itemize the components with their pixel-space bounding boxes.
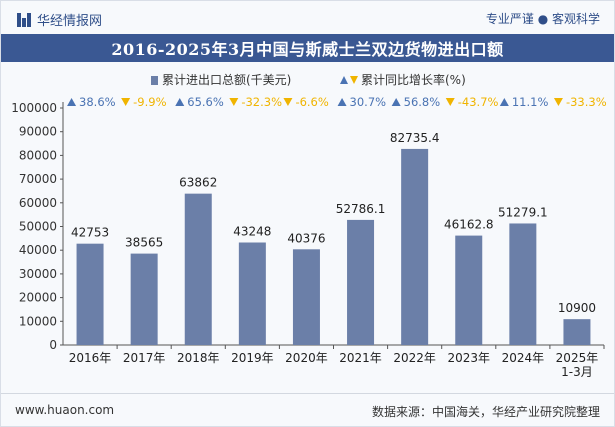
brand-logo: 华经情报网 bbox=[17, 10, 102, 29]
y-tick-label: 60000 bbox=[19, 196, 57, 210]
x-tick-label: 2017年 bbox=[123, 351, 166, 365]
legend-swatch-total bbox=[151, 76, 158, 85]
y-tick-label: 70000 bbox=[19, 172, 57, 186]
growth-up-triangle-icon bbox=[175, 98, 185, 106]
x-tick-label: 2019年 bbox=[231, 351, 274, 365]
data-source: 数据来源：中国海关，华经产业研究院整理 bbox=[371, 405, 600, 419]
growth-down-triangle-icon bbox=[229, 98, 239, 106]
bar bbox=[76, 243, 104, 345]
bar bbox=[238, 242, 266, 345]
growth-down-triangle-icon bbox=[553, 98, 563, 106]
brand-tagline: 专业严谨 ● 客观科学 bbox=[485, 12, 600, 26]
bar bbox=[130, 253, 158, 345]
bar-chart: 累计进出口总额(千美元) 累计同比增长率(%) 0 10000 20000 30000 40… bbox=[11, 72, 607, 379]
x-tick-label: 2018年 bbox=[177, 351, 220, 365]
bar-value-label: 10900 bbox=[558, 301, 596, 315]
footer-divider bbox=[1, 393, 614, 394]
growth-rate-label: -33.3% bbox=[566, 95, 607, 109]
bar bbox=[401, 148, 429, 345]
bar-value-label: 46162.8 bbox=[444, 218, 494, 232]
bar-value-label: 52786.1 bbox=[336, 202, 386, 216]
x-tick-label: 2021年 bbox=[339, 351, 382, 365]
x-tick-label: 2020年 bbox=[285, 351, 328, 365]
growth-down-triangle-icon bbox=[121, 98, 131, 106]
x-tick-label: 2023年 bbox=[447, 351, 490, 365]
x-tick-label: 2022年 bbox=[393, 351, 436, 365]
growth-rate-label: -32.3% bbox=[241, 95, 282, 109]
y-tick-label: 0 bbox=[49, 338, 57, 352]
growth-rate-label: -9.9% bbox=[133, 95, 166, 109]
bar-value-label: 51279.1 bbox=[498, 205, 548, 219]
bar-value-label: 38565 bbox=[125, 236, 163, 250]
growth-up-triangle-icon bbox=[67, 98, 77, 106]
bar-logo-icon bbox=[17, 12, 31, 27]
y-tick-label: 10000 bbox=[19, 314, 57, 328]
bar-value-label: 63862 bbox=[179, 176, 217, 190]
bar-value-label: 42753 bbox=[71, 226, 109, 240]
y-tick-label: 20000 bbox=[19, 291, 57, 305]
growth-rate-label: 56.8% bbox=[404, 95, 441, 109]
growth-rate-label: -43.7% bbox=[458, 95, 499, 109]
chart-title: 2016-2025年3月中国与斯威士兰双边货物进出口额 bbox=[111, 40, 504, 59]
bar bbox=[292, 249, 320, 345]
title-bar: 2016-2025年3月中国与斯威士兰双边货物进出口额 bbox=[1, 34, 614, 62]
growth-rate-label: 65.6% bbox=[187, 95, 224, 109]
y-tick-label: 30000 bbox=[19, 267, 57, 281]
legend-up-triangle-icon bbox=[340, 76, 348, 84]
site-url: www.huaon.com bbox=[15, 403, 115, 417]
bar-value-label: 40376 bbox=[287, 231, 325, 245]
bar bbox=[184, 193, 212, 345]
y-tick-label: 50000 bbox=[19, 220, 57, 234]
legend-label-total: 累计进出口总额(千美元) bbox=[162, 73, 291, 87]
growth-up-triangle-icon bbox=[391, 98, 401, 106]
y-tick-label: 80000 bbox=[19, 148, 57, 162]
growth-rate-label: -6.6% bbox=[295, 95, 328, 109]
x-tick-label: 2025年 bbox=[556, 351, 599, 365]
x-tick-label: 1-3月 bbox=[561, 365, 593, 379]
bar-value-label: 43248 bbox=[233, 225, 271, 239]
growth-up-triangle-icon bbox=[499, 98, 509, 106]
footer-bar: www.huaon.com 数据来源：中国海关，华经产业研究院整理 bbox=[1, 395, 614, 426]
bar bbox=[563, 319, 591, 345]
growth-down-triangle-icon bbox=[445, 98, 455, 106]
y-tick-label: 40000 bbox=[19, 243, 57, 257]
growth-down-triangle-icon bbox=[283, 98, 293, 106]
bar bbox=[347, 219, 375, 345]
y-tick-label: 90000 bbox=[19, 125, 57, 139]
x-tick-label: 2024年 bbox=[502, 351, 545, 365]
growth-rate-label: 11.1% bbox=[512, 95, 549, 109]
bar bbox=[509, 223, 537, 345]
y-tick-label: 100000 bbox=[11, 101, 57, 115]
growth-up-triangle-icon bbox=[337, 98, 347, 106]
legend-down-triangle-icon bbox=[350, 76, 358, 84]
top-bar: 华经情报网 专业严谨 ● 客观科学 bbox=[1, 1, 614, 34]
bar-value-label: 82735.4 bbox=[390, 131, 440, 145]
growth-rate-label: 30.7% bbox=[350, 95, 387, 109]
brand-name: 华经情报网 bbox=[37, 14, 103, 29]
x-tick-label: 2016年 bbox=[69, 351, 112, 365]
growth-rate-label: 38.6% bbox=[79, 95, 116, 109]
bar bbox=[455, 235, 483, 345]
legend-label-growth: 累计同比增长率(%) bbox=[361, 72, 466, 87]
chart-area: 累计进出口总额(千美元) 累计同比增长率(%) 0 10000 20000 30000 40… bbox=[1, 62, 614, 392]
